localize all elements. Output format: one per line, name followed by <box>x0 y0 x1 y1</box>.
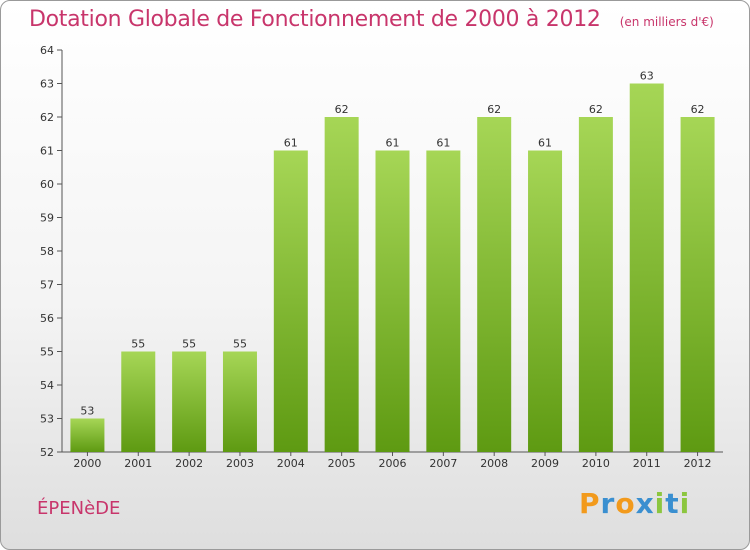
y-tick-label: 53 <box>40 413 54 426</box>
x-tick-label-2001: 2001 <box>124 457 152 470</box>
data-label-2000: 53 <box>80 405 94 418</box>
data-label-2008: 62 <box>487 103 501 116</box>
data-label-2010: 62 <box>589 103 603 116</box>
y-tick-label: 55 <box>40 346 54 359</box>
y-tick-label: 54 <box>40 379 54 392</box>
y-tick-label: 62 <box>40 111 54 124</box>
y-tick-label: 59 <box>40 212 54 225</box>
bar-2001 <box>121 351 156 452</box>
bar-2008 <box>477 117 512 452</box>
data-label-2011: 63 <box>640 70 654 83</box>
logo-letter: r <box>600 487 616 520</box>
x-tick-label-2007: 2007 <box>429 457 457 470</box>
bar-2004 <box>273 150 308 452</box>
commune-name: ÉPENèDE <box>37 498 121 519</box>
x-tick-label-2000: 2000 <box>73 457 101 470</box>
chart-axes: 52 53 54 55 56 57 58 59 60 61 62 63 64 <box>40 44 723 459</box>
bar-2000 <box>70 418 105 452</box>
logo-letter: o <box>615 487 636 520</box>
y-tick-label: 60 <box>40 178 54 191</box>
data-label-2001: 55 <box>131 338 145 351</box>
x-tick-label-2008: 2008 <box>480 457 508 470</box>
chart-labels: 53 2000 55 2001 55 2002 55 2003 61 2004 62 2005 61 20… <box>73 70 711 471</box>
logo-letter: i <box>679 487 691 520</box>
data-label-2009: 61 <box>538 137 552 150</box>
data-label-2003: 55 <box>233 338 247 351</box>
logo-letter: P <box>579 487 601 520</box>
data-label-2012: 62 <box>691 103 705 116</box>
x-tick-label-2003: 2003 <box>226 457 254 470</box>
y-tick-label: 57 <box>40 279 54 292</box>
proxiti-logo[interactable]: Proxiti <box>579 487 690 520</box>
bar-2002 <box>172 351 207 452</box>
logo-letter: t <box>665 487 680 520</box>
bar-2003 <box>222 351 257 452</box>
logo-letter: i <box>654 487 666 520</box>
data-label-2002: 55 <box>182 338 196 351</box>
logo-letter: x <box>635 487 655 520</box>
bar-2005 <box>324 117 359 452</box>
y-tick-label: 64 <box>40 44 54 57</box>
chart-title: Dotation Globale de Fonctionnement de 20… <box>29 7 601 32</box>
x-tick-label-2004: 2004 <box>277 457 305 470</box>
bar-2011 <box>629 83 664 452</box>
bar-2012 <box>680 117 715 452</box>
chart-unit: (en milliers d'€) <box>619 15 714 29</box>
data-label-2004: 61 <box>284 137 298 150</box>
bar-2007 <box>426 150 461 452</box>
data-label-2005: 62 <box>335 103 349 116</box>
y-tick-label: 63 <box>40 78 54 91</box>
chart-title-row: Dotation Globale de Fonctionnement de 20… <box>29 7 714 32</box>
x-tick-label-2011: 2011 <box>633 457 661 470</box>
bar-2009 <box>528 150 563 452</box>
y-tick-label: 56 <box>40 312 54 325</box>
y-tick-label: 61 <box>40 145 54 158</box>
bar-2010 <box>578 117 613 452</box>
bar-2006 <box>375 150 410 452</box>
x-tick-label-2006: 2006 <box>379 457 407 470</box>
data-label-2006: 61 <box>386 137 400 150</box>
x-tick-label-2010: 2010 <box>582 457 610 470</box>
x-tick-label-2012: 2012 <box>684 457 712 470</box>
x-tick-label-2009: 2009 <box>531 457 559 470</box>
y-tick-label: 58 <box>40 245 54 258</box>
y-tick-label: 52 <box>40 446 54 459</box>
data-label-2007: 61 <box>436 137 450 150</box>
x-tick-label-2002: 2002 <box>175 457 203 470</box>
x-tick-label-2005: 2005 <box>328 457 356 470</box>
chart-bars <box>70 83 715 452</box>
